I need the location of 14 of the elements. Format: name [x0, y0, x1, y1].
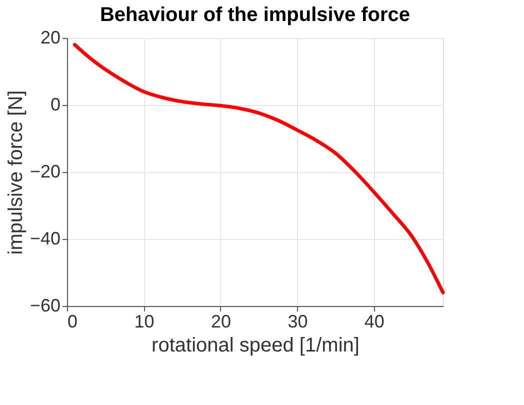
y-axis-title: impulsive force [N]	[4, 90, 27, 255]
x-axis-title: rotational speed [1/min]	[152, 334, 360, 356]
line-series	[72, 42, 445, 294]
y-tick-label: 20	[40, 28, 60, 48]
x-tick-label: 20	[210, 312, 231, 332]
y-tick-label: −20	[30, 162, 60, 182]
x-tick-label: 10	[134, 312, 154, 332]
x-tick-label: 0	[68, 312, 78, 332]
y-tick-label: 0	[50, 94, 60, 114]
chart-title: Behaviour of the impulsive force	[100, 4, 410, 26]
y-tick-label: −60	[30, 296, 60, 316]
y-tick-label: −40	[30, 228, 60, 248]
x-tick-label: 40	[364, 312, 384, 332]
x-tick-label: 30	[288, 312, 308, 332]
